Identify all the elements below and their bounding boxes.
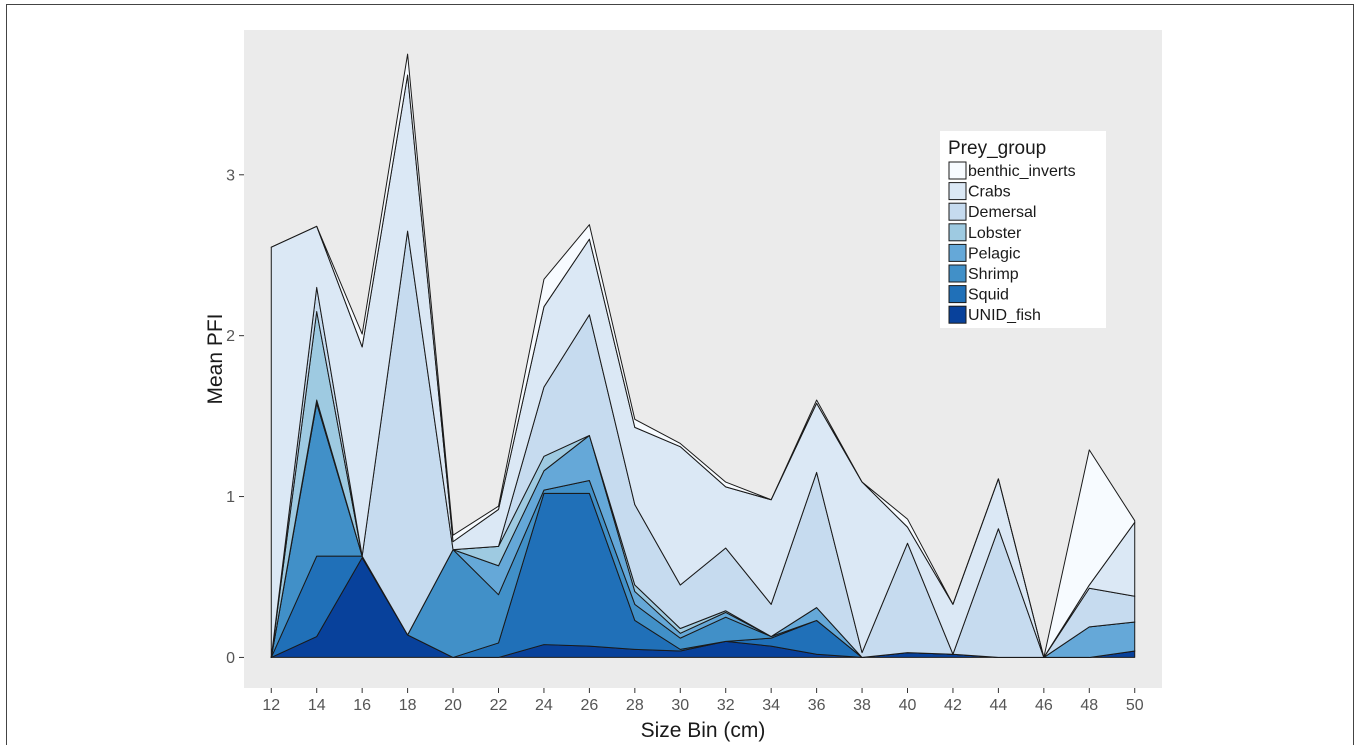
legend-label: Shrimp <box>968 266 1019 283</box>
legend-key-crabs <box>948 182 967 201</box>
x-tick-label: 40 <box>899 697 917 714</box>
x-tick-label: 18 <box>399 697 417 714</box>
x-axis: 12 14 16 18 20 22 24 26 28 30 32 34 36 38 40 42 44 46 48 50 <box>262 688 1144 714</box>
x-tick-label: 42 <box>944 697 962 714</box>
x-tick-label: 38 <box>853 697 871 714</box>
x-tick-label: 36 <box>808 697 826 714</box>
x-tick-label: 22 <box>490 697 508 714</box>
y-tick-label: 1 <box>226 489 235 506</box>
x-tick-label: 26 <box>580 697 598 714</box>
legend: Prey_group benthic_inverts Crabs Demersal L… <box>940 131 1106 328</box>
x-tick-label: 28 <box>626 697 644 714</box>
legend-key-lobster <box>948 223 967 242</box>
legend-label: UNID_fish <box>968 307 1041 324</box>
y-tick-label: 3 <box>226 167 235 184</box>
x-tick-label: 12 <box>262 697 280 714</box>
legend-label: Crabs <box>968 184 1011 201</box>
x-tick-label: 34 <box>762 697 780 714</box>
x-tick-label: 46 <box>1035 697 1053 714</box>
area-benthic-inverts <box>270 53 1136 658</box>
legend-key-shrimp <box>948 264 967 283</box>
x-tick-label: 30 <box>671 697 689 714</box>
legend-key-demersal <box>948 202 967 221</box>
y-tick-label: 2 <box>226 328 235 345</box>
y-axis-title: Mean PFI <box>204 313 227 404</box>
legend-items: benthic_inverts Crabs Demersal Lobster Pelag… <box>948 161 1076 324</box>
legend-key-unid-fish <box>948 305 967 324</box>
legend-label: Squid <box>968 287 1009 304</box>
x-tick-label: 14 <box>308 697 326 714</box>
legend-key-pelagic <box>948 243 967 262</box>
legend-label: Pelagic <box>968 245 1020 262</box>
y-axis: 0 1 2 3 <box>226 167 244 667</box>
legend-key-benthic-inverts <box>948 161 967 180</box>
x-tick-label: 50 <box>1126 697 1144 714</box>
legend-label: benthic_inverts <box>968 163 1076 180</box>
x-tick-label: 16 <box>353 697 371 714</box>
legend-title: Prey_group <box>948 138 1046 159</box>
x-axis-title: Size Bin (cm) <box>641 719 766 742</box>
x-tick-label: 48 <box>1080 697 1098 714</box>
x-tick-label: 24 <box>535 697 553 714</box>
legend-background <box>940 131 1106 328</box>
y-tick-label: 0 <box>226 650 235 667</box>
legend-key-squid <box>948 285 967 304</box>
area-layers <box>270 53 1136 658</box>
figure-frame <box>6 4 1354 745</box>
x-tick-label: 44 <box>989 697 1007 714</box>
legend-label: Lobster <box>968 225 1022 242</box>
x-tick-label: 32 <box>717 697 735 714</box>
x-tick-label: 20 <box>444 697 462 714</box>
legend-label: Demersal <box>968 204 1036 221</box>
